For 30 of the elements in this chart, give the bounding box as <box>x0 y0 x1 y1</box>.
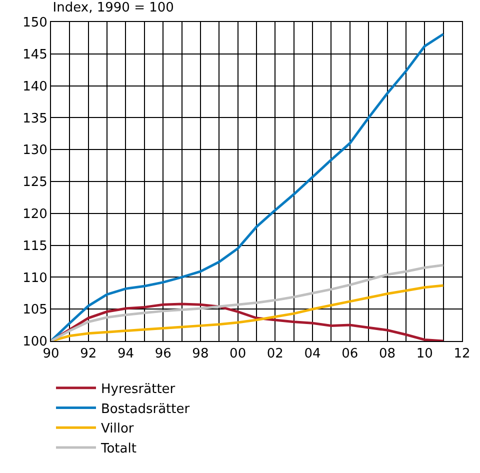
x-tick-label: 00 <box>230 346 246 362</box>
x-tick-label: 96 <box>154 346 172 362</box>
x-tick-label: 08 <box>378 346 396 362</box>
x-tick-label: 02 <box>266 346 284 362</box>
x-tick-label: 98 <box>192 346 209 362</box>
legend-label: Bostadsrätter <box>101 402 190 417</box>
y-tick-label: 115 <box>22 238 48 254</box>
y-tick-label: 140 <box>22 79 48 94</box>
y-tick-label: 110 <box>22 270 48 286</box>
x-tick-label: 04 <box>304 346 321 362</box>
y-tick-label: 150 <box>22 16 48 31</box>
x-tick-label: 92 <box>80 346 97 362</box>
chart-title: Index, 1990 = 100 <box>52 0 174 16</box>
x-tick-label: 10 <box>416 346 433 362</box>
legend-label: Villor <box>101 422 134 437</box>
y-tick-label: 145 <box>22 47 48 62</box>
x-tick-label: 90 <box>42 346 60 362</box>
y-tick-label: 130 <box>22 143 48 158</box>
legend-label: Totalt <box>100 442 136 457</box>
y-tick-label: 120 <box>22 206 48 222</box>
y-tick-label: 105 <box>22 302 48 318</box>
line-series <box>51 284 445 341</box>
y-tick-label: 135 <box>22 111 48 126</box>
line-series <box>51 264 445 341</box>
x-tick-label: 94 <box>117 346 134 362</box>
legend-label: Hyresrätter <box>101 382 176 397</box>
y-tick-label: 125 <box>22 175 48 190</box>
line-series <box>51 32 445 341</box>
x-tick-label: 06 <box>342 346 358 362</box>
x-tick-label: 12 <box>454 346 470 362</box>
